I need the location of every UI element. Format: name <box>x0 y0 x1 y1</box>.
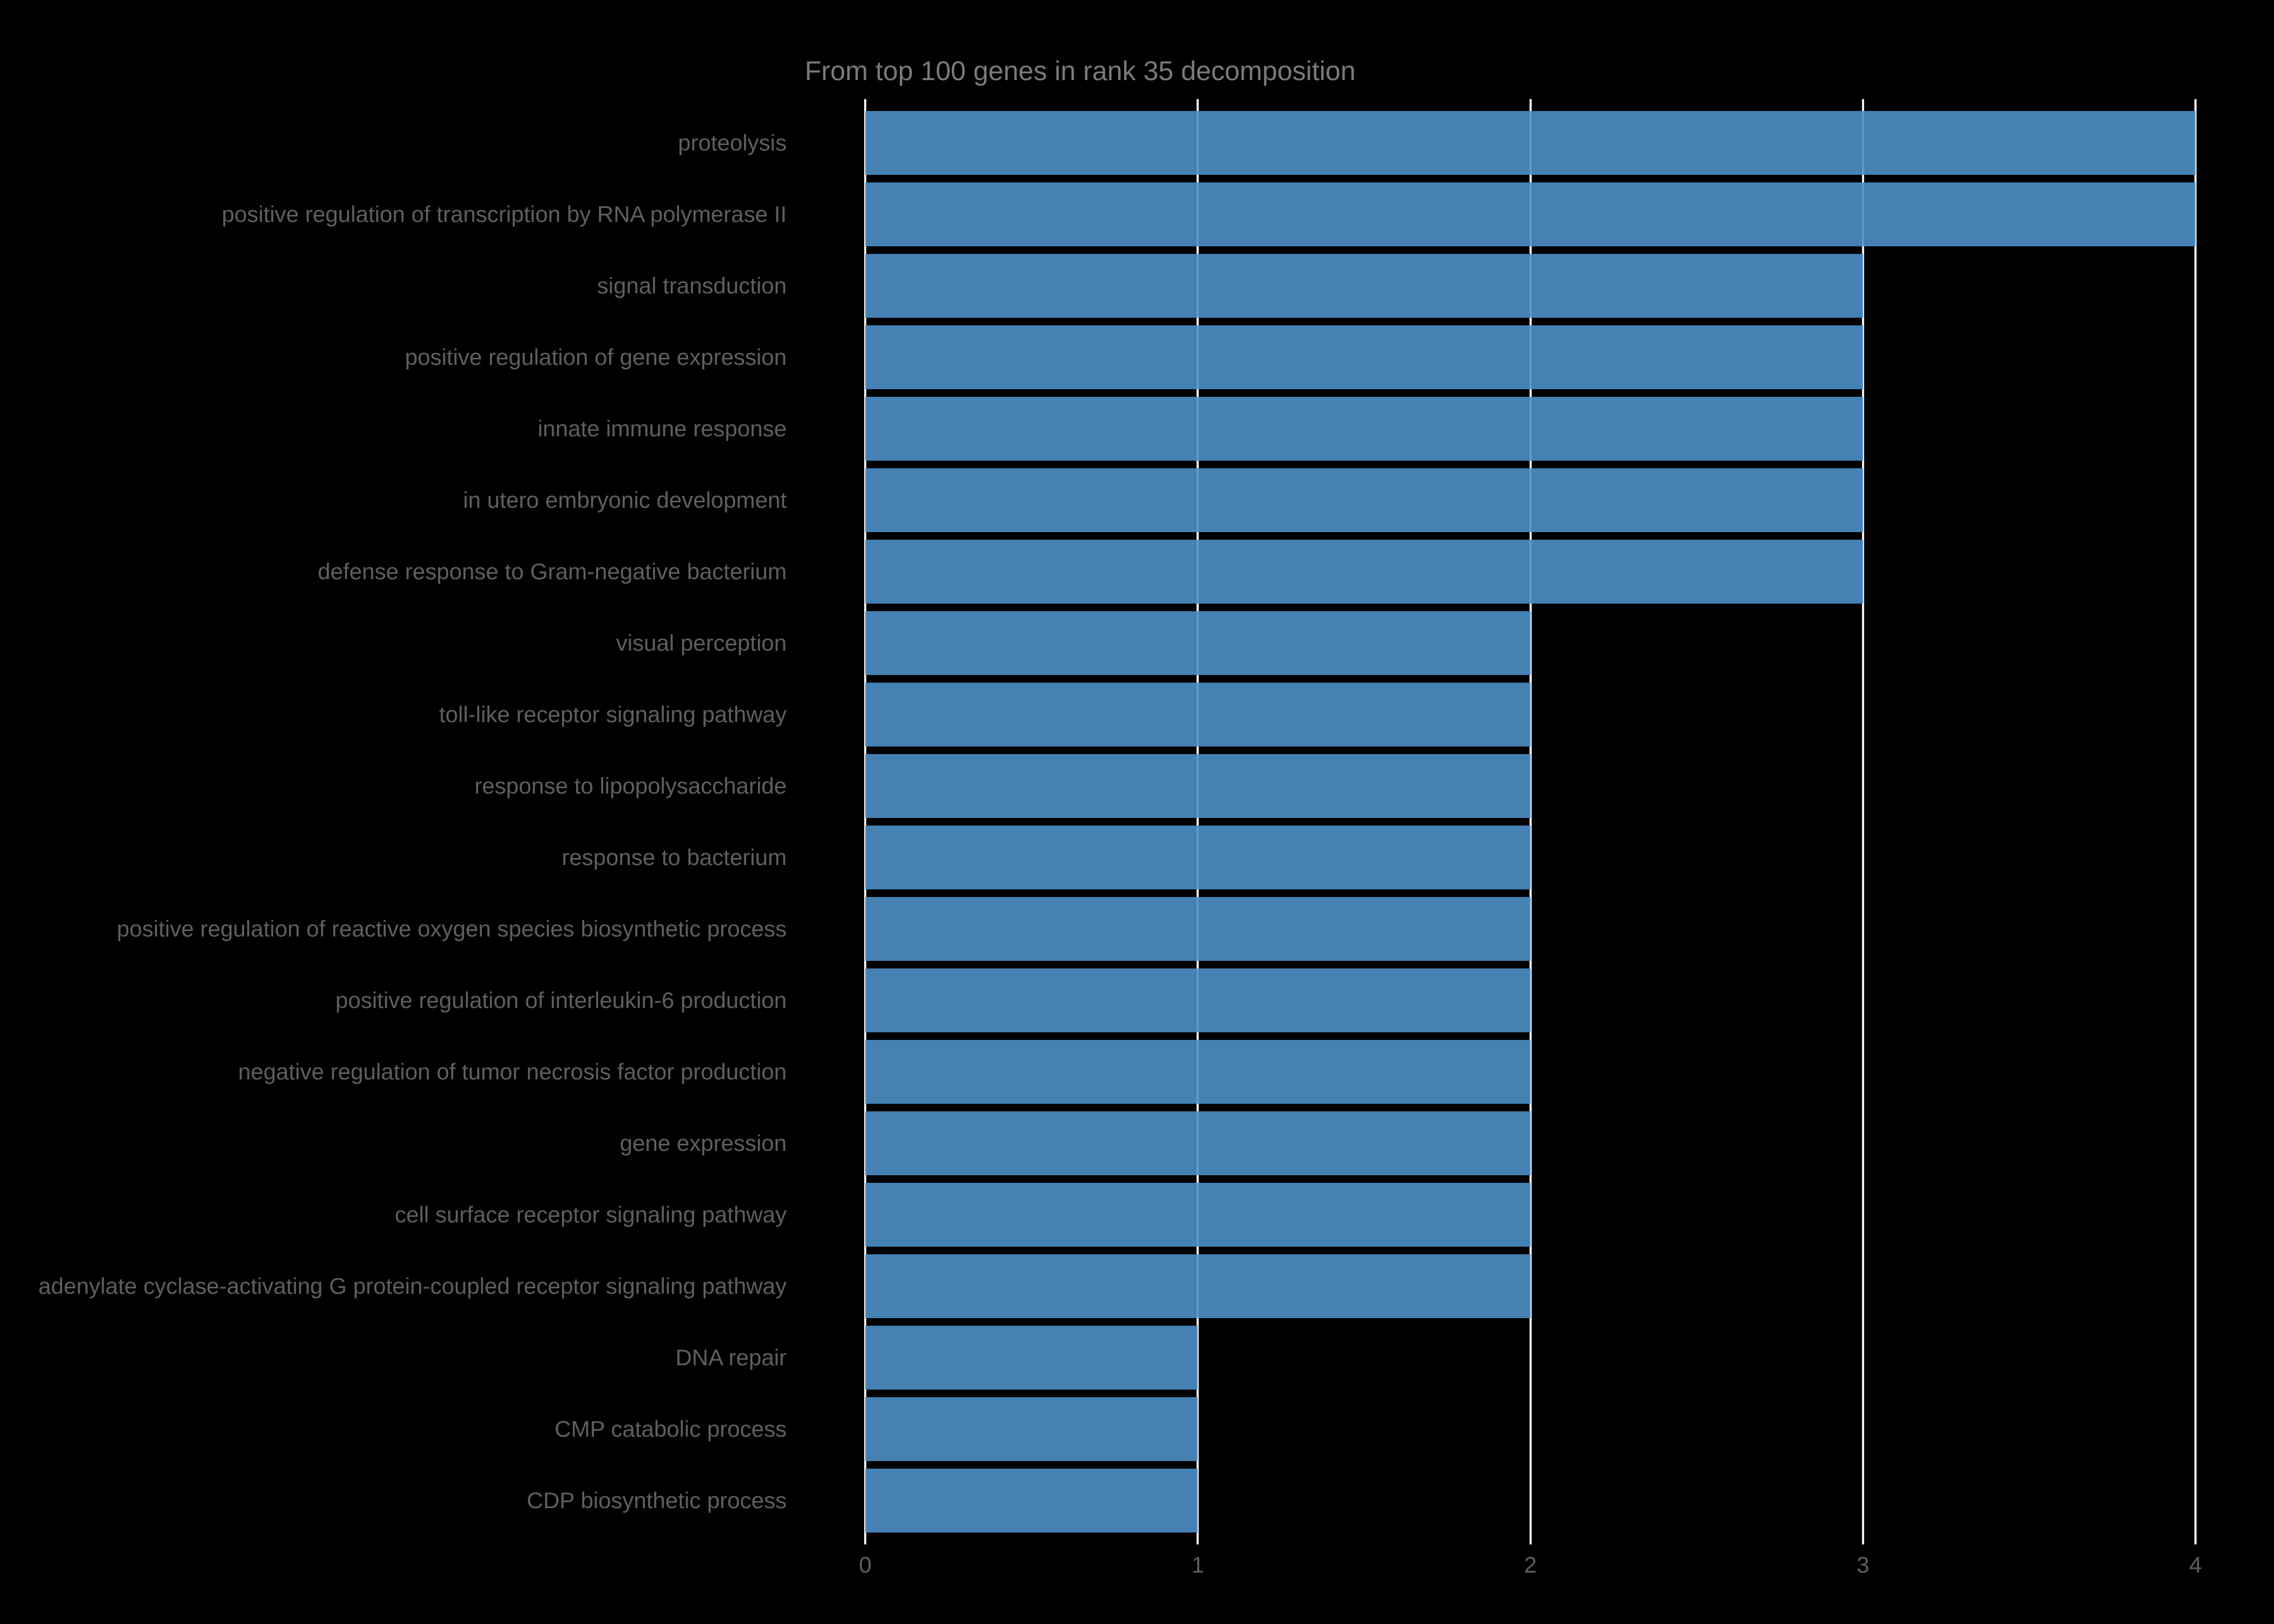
gridline <box>864 99 866 1544</box>
bar <box>865 397 1863 461</box>
gridline <box>1529 99 1532 1544</box>
category-label: visual perception <box>616 630 787 656</box>
category-label: in utero embryonic development <box>463 487 787 513</box>
category-label: response to lipopolysaccharide <box>474 773 787 798</box>
category-label: signal transduction <box>597 273 787 298</box>
bar <box>865 254 1863 318</box>
category-label: proteolysis <box>678 130 787 155</box>
category-label: positive regulation of interleukin-6 pro… <box>335 987 787 1013</box>
category-label: DNA repair <box>675 1345 787 1370</box>
gridline <box>1197 99 1199 1544</box>
category-label: positive regulation of gene expression <box>404 344 787 370</box>
bar <box>865 1326 1198 1390</box>
x-tick-label: 2 <box>1524 1552 1537 1577</box>
bar <box>865 468 1863 532</box>
category-label: adenylate cyclase-activating G protein-c… <box>38 1273 787 1299</box>
category-label: negative regulation of tumor necrosis fa… <box>238 1059 787 1084</box>
category-label: positive regulation of transcription by … <box>221 201 787 227</box>
bar <box>865 897 1531 961</box>
category-label: CMP catabolic process <box>554 1416 787 1442</box>
category-label: response to bacterium <box>561 844 787 870</box>
bar <box>865 826 1531 889</box>
x-tick-label: 3 <box>1857 1552 1870 1577</box>
bar <box>865 611 1531 675</box>
bar <box>865 1469 1198 1533</box>
gridline <box>2194 99 2197 1544</box>
bar <box>865 111 2195 175</box>
category-label: cell surface receptor signaling pathway <box>395 1202 787 1227</box>
bar <box>865 1111 1531 1175</box>
bar <box>865 540 1863 604</box>
category-label: CDP biosynthetic process <box>526 1488 787 1513</box>
category-label: toll-like receptor signaling pathway <box>439 702 787 727</box>
bar <box>865 968 1531 1032</box>
bar <box>865 1183 1531 1247</box>
bar <box>865 1040 1531 1104</box>
bar <box>865 1397 1198 1461</box>
bar <box>865 325 1863 389</box>
category-label: positive regulation of reactive oxygen s… <box>116 916 787 941</box>
category-label: defense response to Gram-negative bacter… <box>317 559 787 584</box>
x-tick-label: 1 <box>1191 1552 1204 1577</box>
gridline <box>1861 99 1864 1544</box>
x-tick-label: 4 <box>2189 1552 2202 1577</box>
x-tick-label: 0 <box>859 1552 872 1577</box>
bar <box>865 754 1531 818</box>
chart-title: From top 100 genes in rank 35 decomposit… <box>805 56 1356 86</box>
bar <box>865 683 1531 746</box>
bar <box>865 182 2195 246</box>
bar <box>865 1254 1531 1318</box>
category-label: gene expression <box>619 1130 787 1156</box>
category-label: innate immune response <box>538 416 787 441</box>
